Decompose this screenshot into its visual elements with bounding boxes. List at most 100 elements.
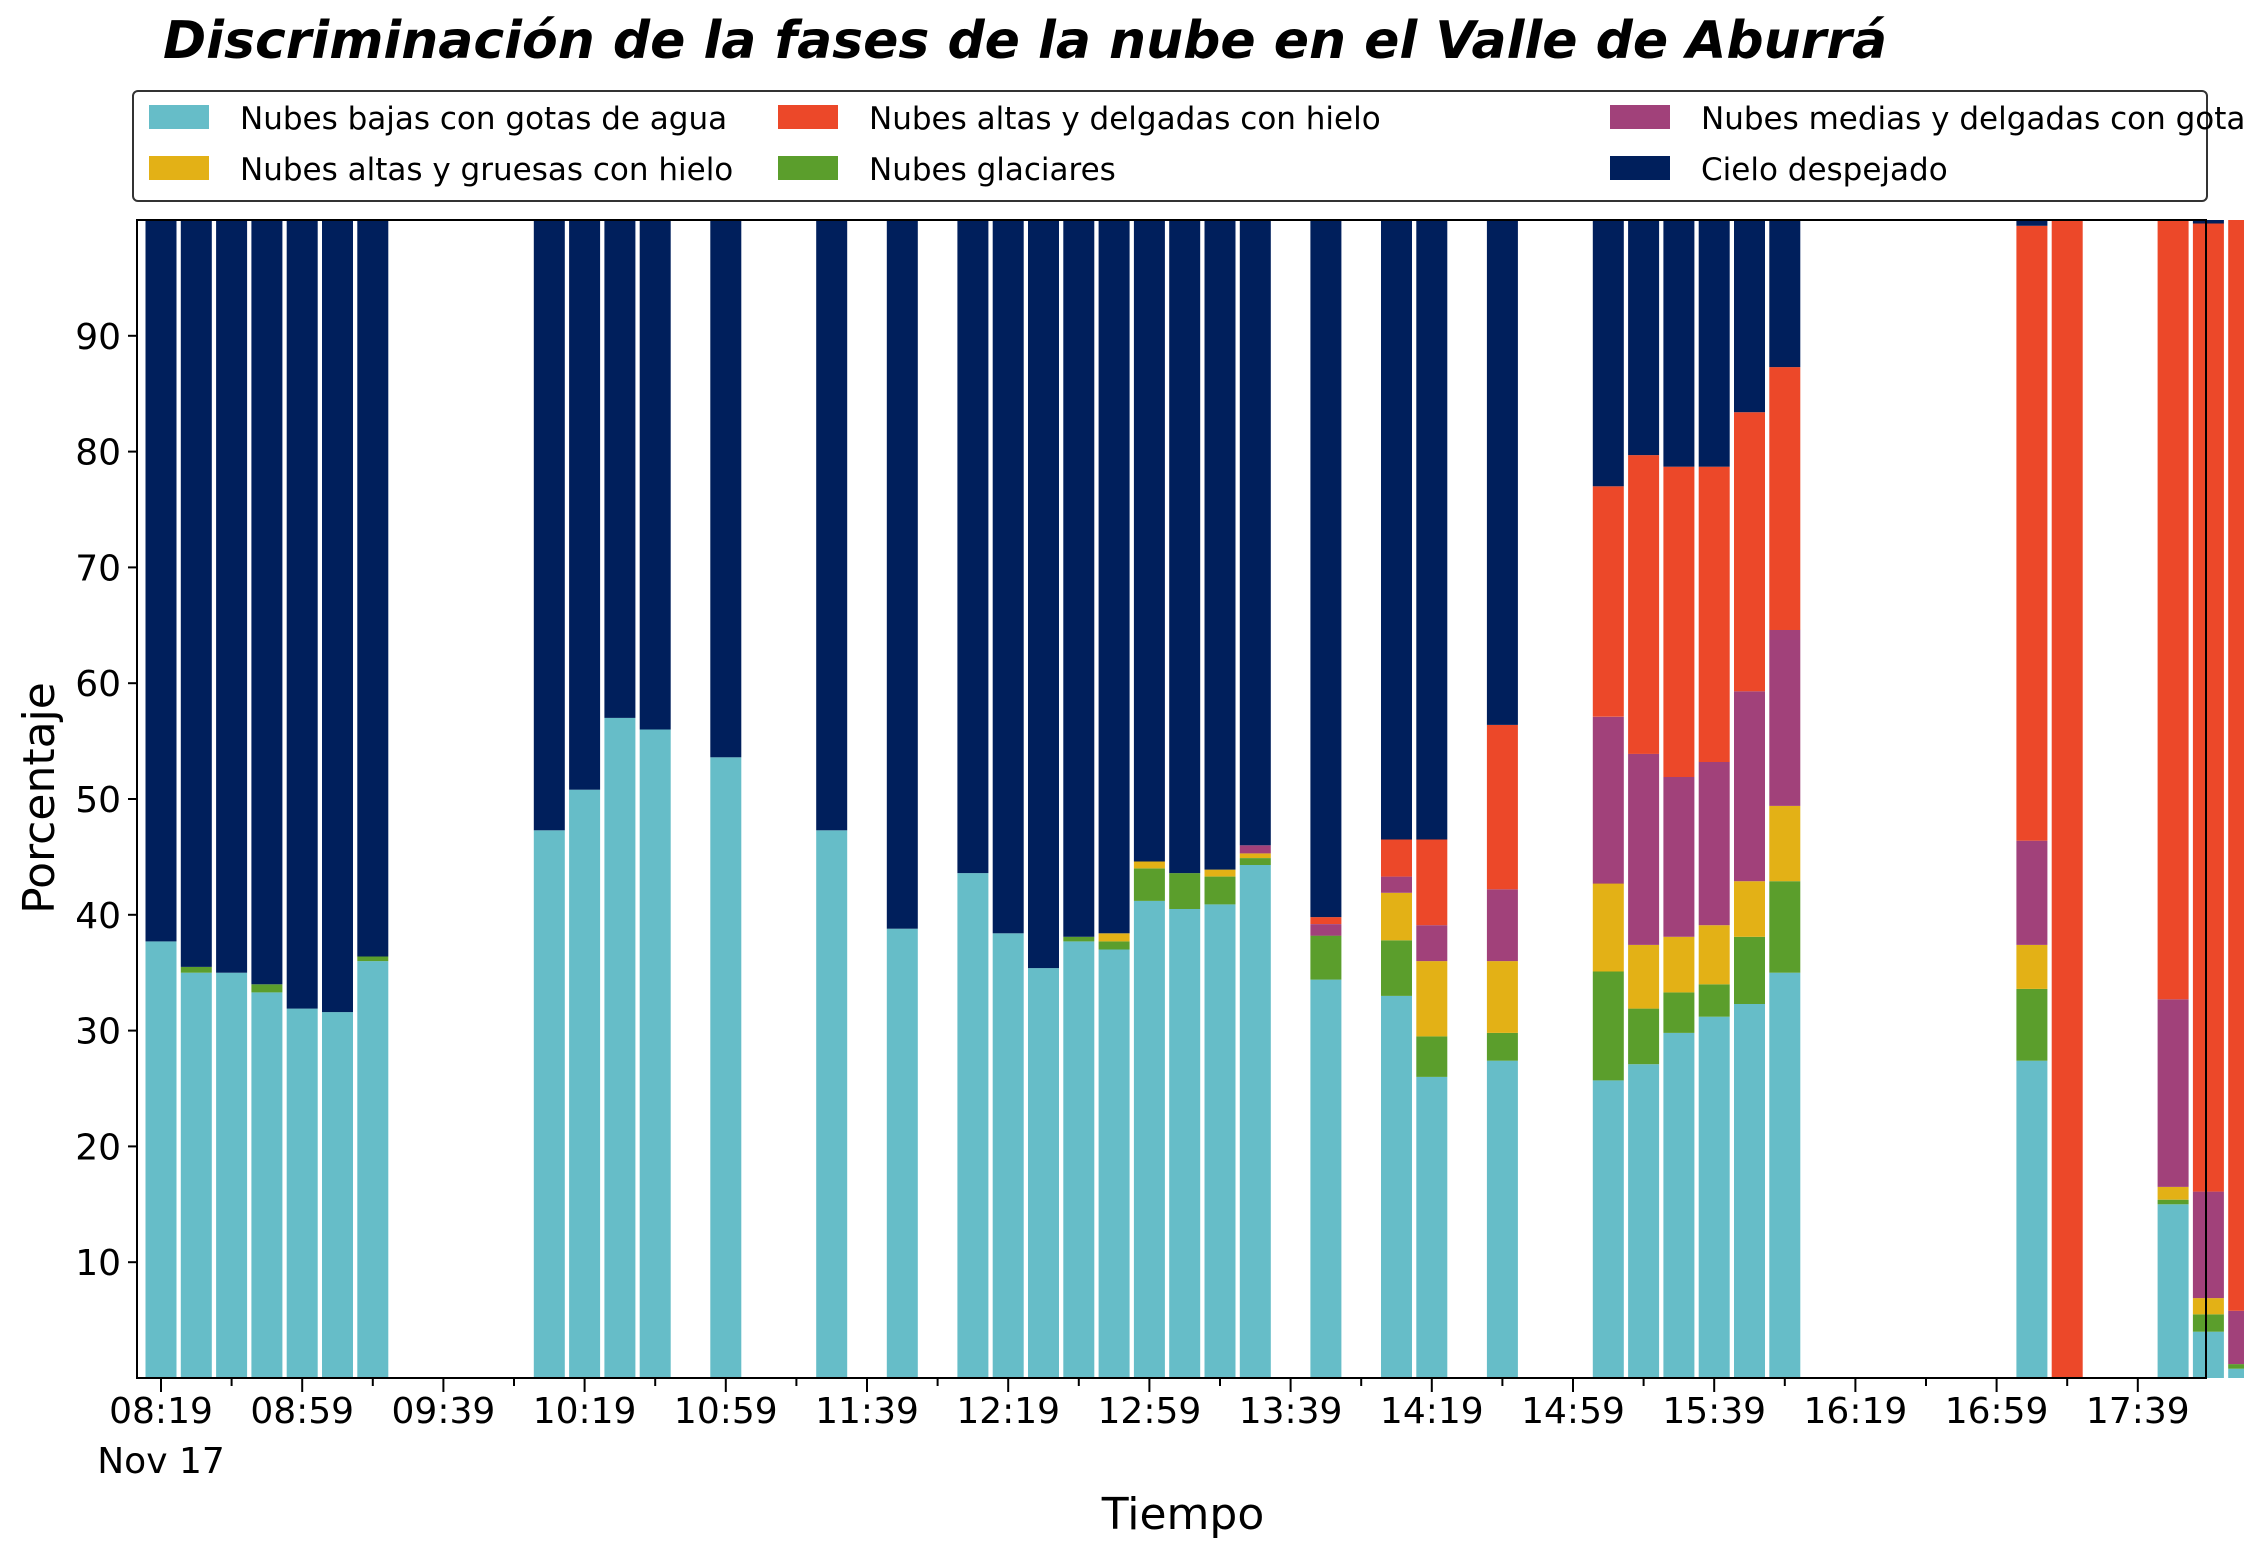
bar-stack	[357, 220, 389, 1378]
bar-segment-glaciated	[1169, 873, 1201, 909]
bar-segment-high-thin-ice	[1416, 839, 1448, 926]
bar-segment-glaciated	[2157, 1199, 2189, 1205]
bar-segment-high-thin-ice	[1734, 412, 1765, 692]
bar-segment-low-water	[322, 1012, 353, 1378]
x-tick-label: 16:59	[1945, 1391, 2049, 1432]
bar-segment-clear	[286, 220, 318, 1009]
bar-stack	[1628, 220, 1660, 1378]
y-tick-label: 60	[75, 664, 121, 705]
legend-swatch-glaciated	[778, 156, 838, 180]
legend: Nubes bajas con gotas de agua Nubes altas…	[132, 90, 2244, 202]
bar-stack	[1416, 220, 1448, 1378]
x-tick-label: 16:19	[1804, 1391, 1908, 1432]
bar-segment-thick-ice	[1133, 861, 1165, 869]
bar-segment-thick-ice	[1769, 805, 1801, 882]
bar-segment-glaciated	[1769, 881, 1801, 973]
bar-segment-thick-ice	[1416, 961, 1448, 1037]
bar-segment-mid-thin-water	[2192, 1191, 2224, 1299]
bar-segment-high-thin-ice	[1310, 917, 1342, 924]
bar-segment-low-water	[1416, 1076, 1448, 1378]
bar-segment-clear	[1663, 220, 1695, 467]
bar-stack	[710, 220, 742, 1378]
bar-segment-thick-ice	[1628, 944, 1660, 1009]
bar-segment-glaciated	[1133, 868, 1165, 901]
bar-stack	[2051, 220, 2083, 1378]
bar-stack	[1028, 220, 1059, 1378]
bar-segment-clear	[1028, 220, 1059, 969]
bar-segment-high-thin-ice	[1663, 466, 1695, 777]
bar-segment-clear	[1063, 220, 1095, 937]
bar-segment-low-water	[1486, 1060, 1518, 1378]
bar-segment-low-water	[1734, 1004, 1765, 1378]
y-ticks: 10 20 30 40 50 60 70 80 90	[75, 317, 137, 1284]
bar-segment-low-water	[992, 933, 1024, 1378]
bar-segment-clear	[1628, 220, 1660, 456]
bar-segment-low-water	[1169, 909, 1201, 1378]
x-tick-label: 08:19	[109, 1391, 213, 1432]
y-tick-label: 30	[75, 1012, 121, 1053]
x-tick-label: 14:19	[1380, 1391, 1484, 1432]
bar-segment-low-water	[2157, 1204, 2189, 1378]
bar-segment-high-thin-ice	[1769, 367, 1801, 630]
legend-label: Nubes altas y gruesas con hielo	[240, 152, 733, 188]
y-tick-label: 10	[75, 1243, 121, 1284]
plot-area: 10 20 30 40 50 60 70 80 90 08:19 08:59 09:39 10:19 1…	[75, 219, 2244, 1432]
bar-segment-thick-ice	[2016, 944, 2048, 989]
bar-segment-thick-ice	[1204, 869, 1236, 877]
bar-segment-low-water	[1098, 949, 1130, 1378]
bar-segment-mid-thin-water	[1239, 845, 1271, 854]
bar-segment-mid-thin-water	[1663, 777, 1695, 937]
bar-segment-glaciated	[1592, 971, 1624, 1081]
legend-label: Nubes bajas con gotas de agua	[240, 101, 727, 137]
bar-segment-clear	[533, 220, 565, 831]
legend-swatch-high-thin-ice	[778, 105, 838, 129]
bar-stack	[1239, 220, 1271, 1378]
bar-segment-thick-ice	[1098, 933, 1130, 942]
bar-stack	[286, 220, 318, 1378]
bar-stack	[216, 220, 248, 1378]
bar-segment-high-thin-ice	[2016, 225, 2048, 841]
y-tick-label: 20	[75, 1127, 121, 1168]
bar-segment-clear	[957, 220, 989, 874]
bar-segment-clear	[639, 220, 671, 730]
bar-segment-thick-ice	[1698, 925, 1730, 985]
bar-segment-clear	[216, 220, 248, 973]
bar-segment-low-water	[1592, 1080, 1624, 1378]
bar-segment-high-thin-ice	[1381, 839, 1412, 877]
bar-segment-low-water	[1663, 1032, 1695, 1378]
bar-segment-high-thin-ice	[1486, 724, 1518, 890]
bar-segment-low-water	[1063, 941, 1095, 1378]
bar-stack	[1098, 220, 1130, 1378]
bar-segment-high-thin-ice	[2228, 220, 2244, 1311]
bar-segment-low-water	[216, 972, 248, 1378]
bar-segment-mid-thin-water	[1592, 716, 1624, 884]
legend-swatch-mid-thin-water	[1610, 105, 1670, 129]
bar-segment-thick-ice	[2157, 1186, 2189, 1200]
bar-stack	[1204, 220, 1236, 1378]
bar-segment-low-water	[1239, 865, 1271, 1378]
bar-segment-glaciated	[180, 966, 212, 973]
y-tick-label: 80	[75, 433, 121, 474]
bar-segment-low-water	[286, 1008, 318, 1378]
x-tick-label: 17:39	[2086, 1391, 2190, 1432]
bar-segment-mid-thin-water	[1628, 753, 1660, 945]
bar-stack	[992, 220, 1024, 1378]
bar-segment-clear	[1169, 220, 1201, 874]
bar-segment-high-thin-ice	[2051, 220, 2083, 1378]
bar-segment-low-water	[1769, 972, 1801, 1378]
bar-segment-glaciated	[1063, 936, 1095, 942]
bar-stack	[816, 220, 848, 1378]
y-tick-label: 50	[75, 780, 121, 821]
bar-segment-mid-thin-water	[2157, 999, 2189, 1187]
bar-segment-glaciated	[1663, 992, 1695, 1033]
bar-stack	[1381, 220, 1412, 1378]
bar-segment-clear	[886, 220, 918, 929]
bar-segment-high-thin-ice	[2192, 223, 2224, 1192]
legend-label: Nubes medias y delgadas con gotas de agu…	[1701, 101, 2244, 137]
bar-segment-clear	[1204, 220, 1236, 870]
bar-stack	[180, 220, 212, 1378]
x-tick-label: 10:59	[674, 1391, 778, 1432]
bar-stack	[604, 220, 636, 1378]
x-tick-label: 09:39	[392, 1391, 496, 1432]
